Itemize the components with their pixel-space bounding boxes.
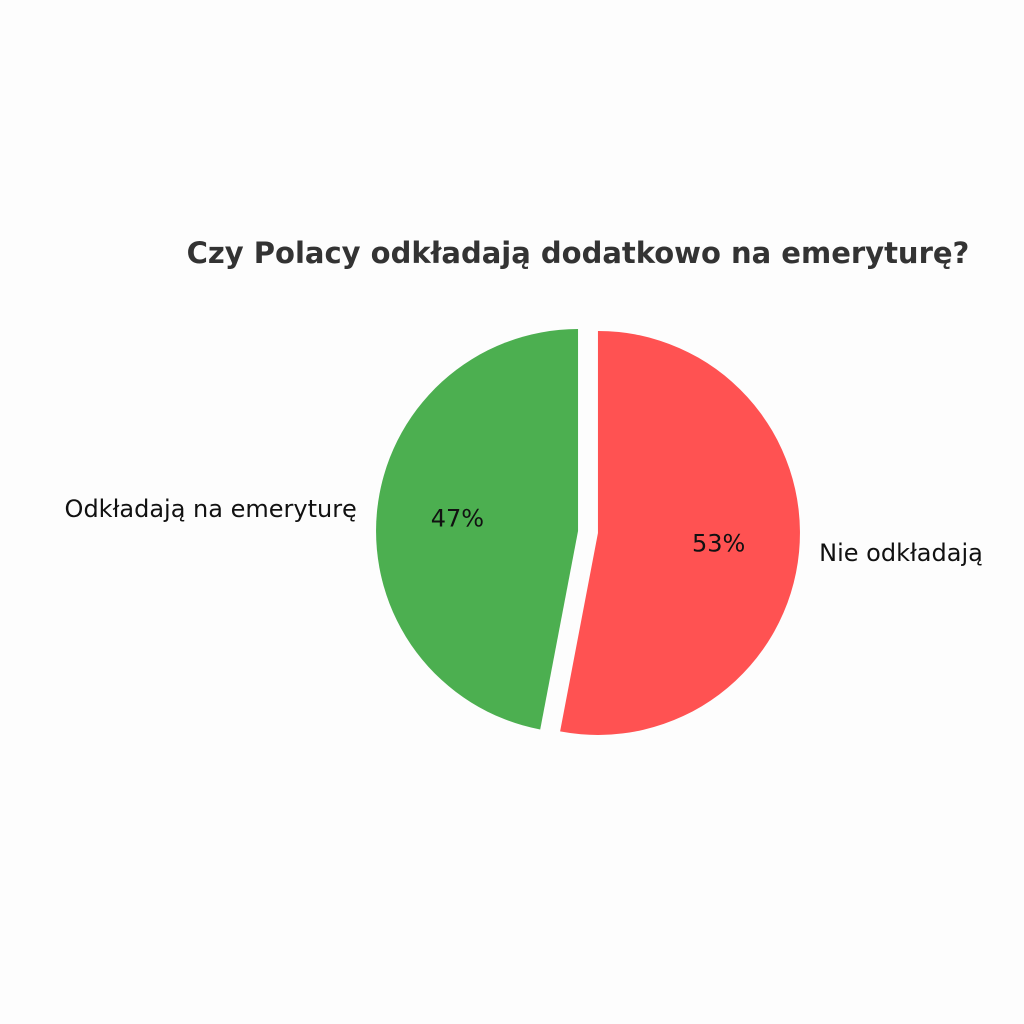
slice-label: Nie odkładają (819, 539, 983, 567)
percent-label: 47% (431, 505, 484, 533)
percent-label: 53% (692, 529, 745, 557)
pie-slice (560, 330, 800, 735)
pie-slice (376, 329, 579, 730)
chart-title: Czy Polacy odkładają dodatkowo na emeryt… (187, 236, 970, 270)
slice-label: Odkładają na emeryturę (65, 495, 357, 523)
